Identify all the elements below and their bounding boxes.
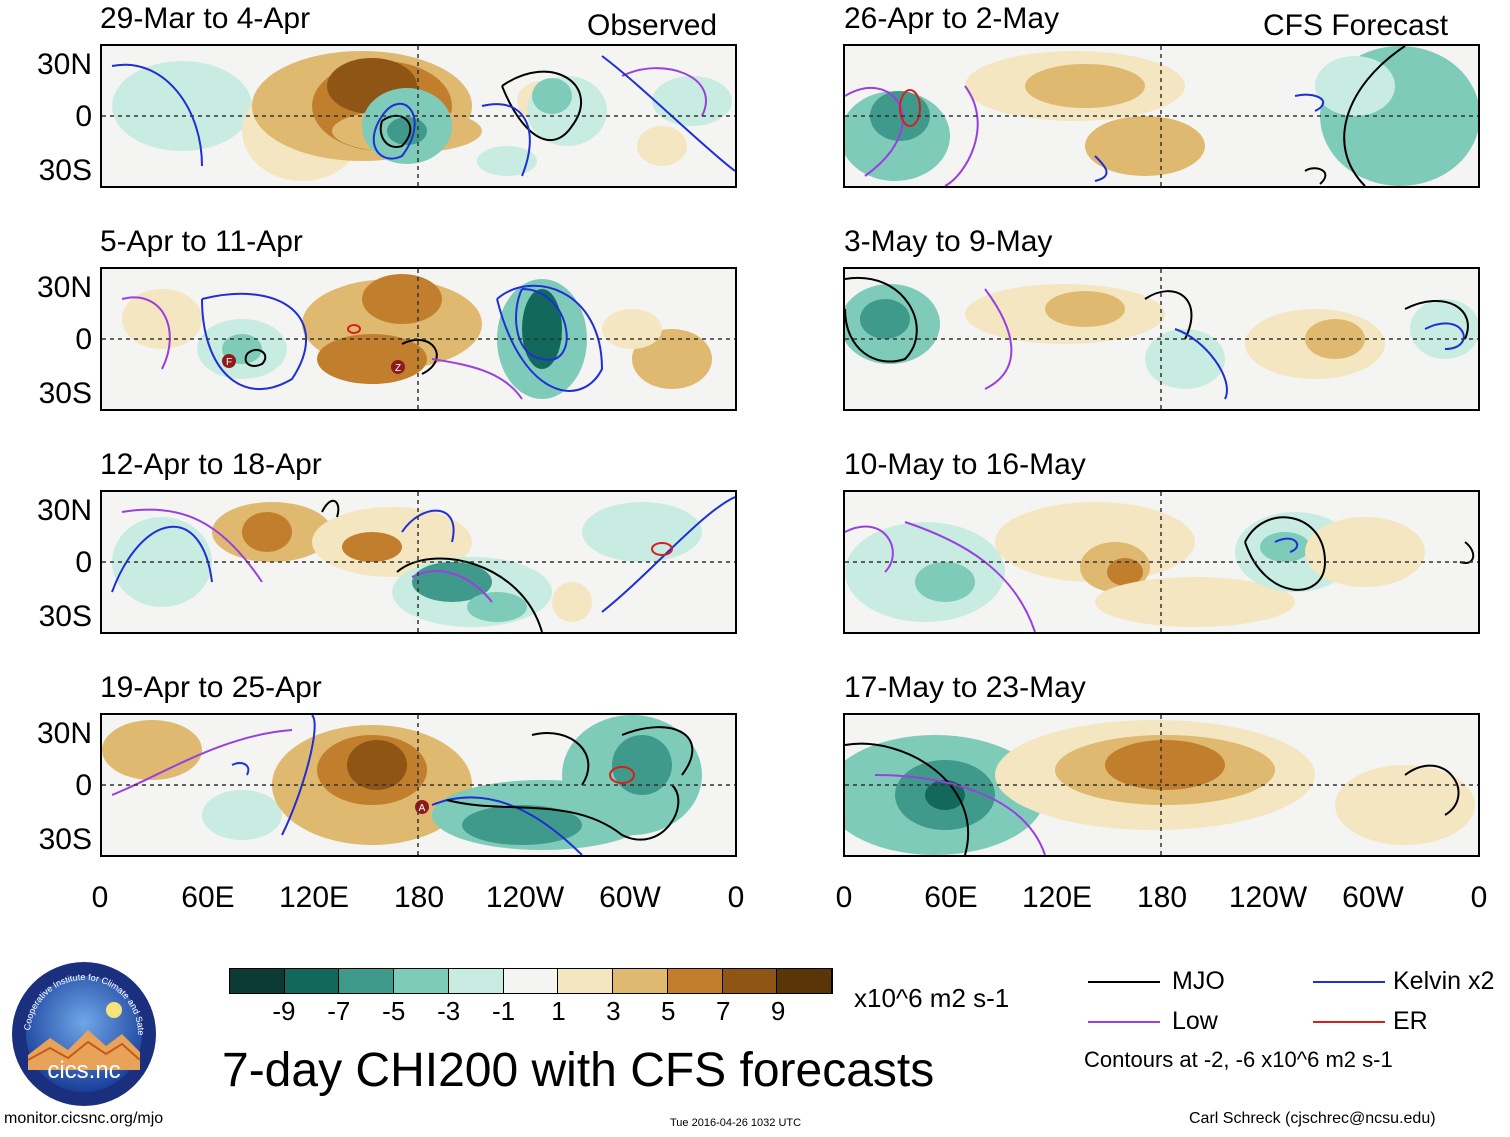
lat-label-eq: 0 — [75, 100, 92, 133]
map-plot — [100, 490, 737, 634]
panel-title: 10-May to 16-May — [844, 448, 1086, 481]
cfs-forecast-label: CFS Forecast — [1263, 9, 1449, 42]
cyclone-marker: Z — [395, 363, 401, 374]
lon-label: 180 — [1136, 881, 1188, 914]
panel-title: 3-May to 9-May — [844, 225, 1053, 258]
logo-text: cics.nc — [47, 1057, 120, 1084]
lat-label-30n: 30N — [36, 271, 92, 304]
legend-swatch-kelvin — [1313, 981, 1385, 983]
main-title: 7-day CHI200 with CFS forecasts — [222, 1044, 935, 1097]
lon-label: 120W — [485, 881, 565, 914]
lon-label: 0 — [91, 881, 109, 914]
contours-note: Contours at -2, -6 x10^6 m2 s-1 — [1084, 1047, 1393, 1072]
map-plot — [843, 44, 1480, 188]
cyclone-marker: A — [419, 803, 426, 814]
colorbar-tick: 3 — [606, 996, 621, 1026]
footer-url: monitor.cicsnc.org/mjo — [4, 1110, 164, 1127]
panel-title: 12-Apr to 18-Apr — [100, 448, 322, 481]
lon-label: 60W — [599, 881, 661, 914]
lon-label: 0 — [1470, 881, 1488, 914]
map-plot — [100, 44, 737, 188]
colorbar-box — [558, 969, 614, 993]
legend-swatch-low — [1088, 1021, 1160, 1023]
panel-title: 29-Mar to 4-Apr — [100, 2, 311, 35]
colorbar-box — [448, 969, 504, 993]
lat-label-eq: 0 — [75, 323, 92, 356]
lon-label: 0 — [727, 881, 745, 914]
legend-label-kelvin: Kelvin x2 — [1393, 967, 1495, 995]
panel-title: 5-Apr to 11-Apr — [100, 225, 303, 258]
colorbar-tick: 9 — [770, 996, 786, 1026]
colorbar-box — [230, 969, 285, 993]
map-plot — [843, 267, 1480, 411]
colorbar-box — [722, 969, 778, 993]
lat-label-30n: 30N — [36, 494, 92, 527]
colorbar-tick: -1 — [491, 996, 516, 1026]
legend-swatch-er — [1313, 1021, 1385, 1023]
footer-author: Carl Schreck (cjschrec@ncsu.edu) — [1189, 1110, 1436, 1127]
colorbar-box — [394, 969, 449, 993]
legend-label-er: ER — [1393, 1007, 1428, 1035]
lon-label: 60E — [924, 881, 978, 914]
legend-swatch-mjo — [1088, 981, 1160, 983]
colorbar-tick: 5 — [661, 996, 676, 1026]
lon-label: 0 — [835, 881, 853, 914]
observed-label: Observed — [587, 9, 718, 42]
footer-timestamp: Tue 2016-04-26 1032 UTC — [670, 1117, 802, 1129]
map-plot — [843, 713, 1480, 857]
panel-title: 19-Apr to 25-Apr — [100, 671, 322, 704]
cics-logo: cics.nc Cooperative Institute for Climat… — [7, 952, 158, 1108]
colorbar-tick: -5 — [382, 996, 406, 1026]
lat-label-30n: 30N — [36, 717, 92, 750]
lon-label: 120E — [278, 881, 350, 914]
colorbar-box — [503, 969, 559, 993]
lat-label-eq: 0 — [75, 769, 92, 802]
map-plot: A — [100, 713, 737, 857]
lat-label-30s: 30S — [38, 823, 92, 856]
lat-label-30s: 30S — [38, 377, 92, 410]
colorbar-tick: -3 — [437, 996, 461, 1026]
colorbar-tick: 1 — [551, 996, 566, 1026]
map-plot: F Z — [100, 267, 737, 411]
lat-label-30s: 30S — [38, 154, 92, 187]
lat-label-eq: 0 — [75, 546, 92, 579]
panel-title: 26-Apr to 2-May — [844, 2, 1060, 35]
map-plot — [843, 490, 1480, 634]
lat-label-30n: 30N — [36, 48, 92, 81]
lon-label: 120E — [1021, 881, 1093, 914]
lon-label: 120W — [1228, 881, 1308, 914]
panel-title: 17-May to 23-May — [844, 671, 1086, 704]
colorbar-box — [613, 969, 668, 993]
lat-label-30s: 30S — [38, 600, 92, 633]
colorbar-box — [777, 969, 833, 993]
colorbar-tick: -9 — [272, 996, 296, 1026]
colorbar-box — [667, 969, 723, 993]
lon-label: 180 — [393, 881, 445, 914]
cyclone-marker: F — [226, 357, 232, 368]
colorbar-tick: -7 — [327, 996, 351, 1026]
colorbar-units: x10^6 m2 s-1 — [854, 983, 1010, 1013]
colorbar-box — [339, 969, 395, 993]
lon-label: 60E — [181, 881, 235, 914]
colorbar-tick: 7 — [715, 996, 731, 1026]
lon-label: 60W — [1342, 881, 1404, 914]
colorbar-box — [284, 969, 340, 993]
legend-label-low: Low — [1172, 1007, 1218, 1035]
colorbar-boxes — [229, 968, 833, 994]
legend-label-mjo: MJO — [1172, 967, 1225, 995]
